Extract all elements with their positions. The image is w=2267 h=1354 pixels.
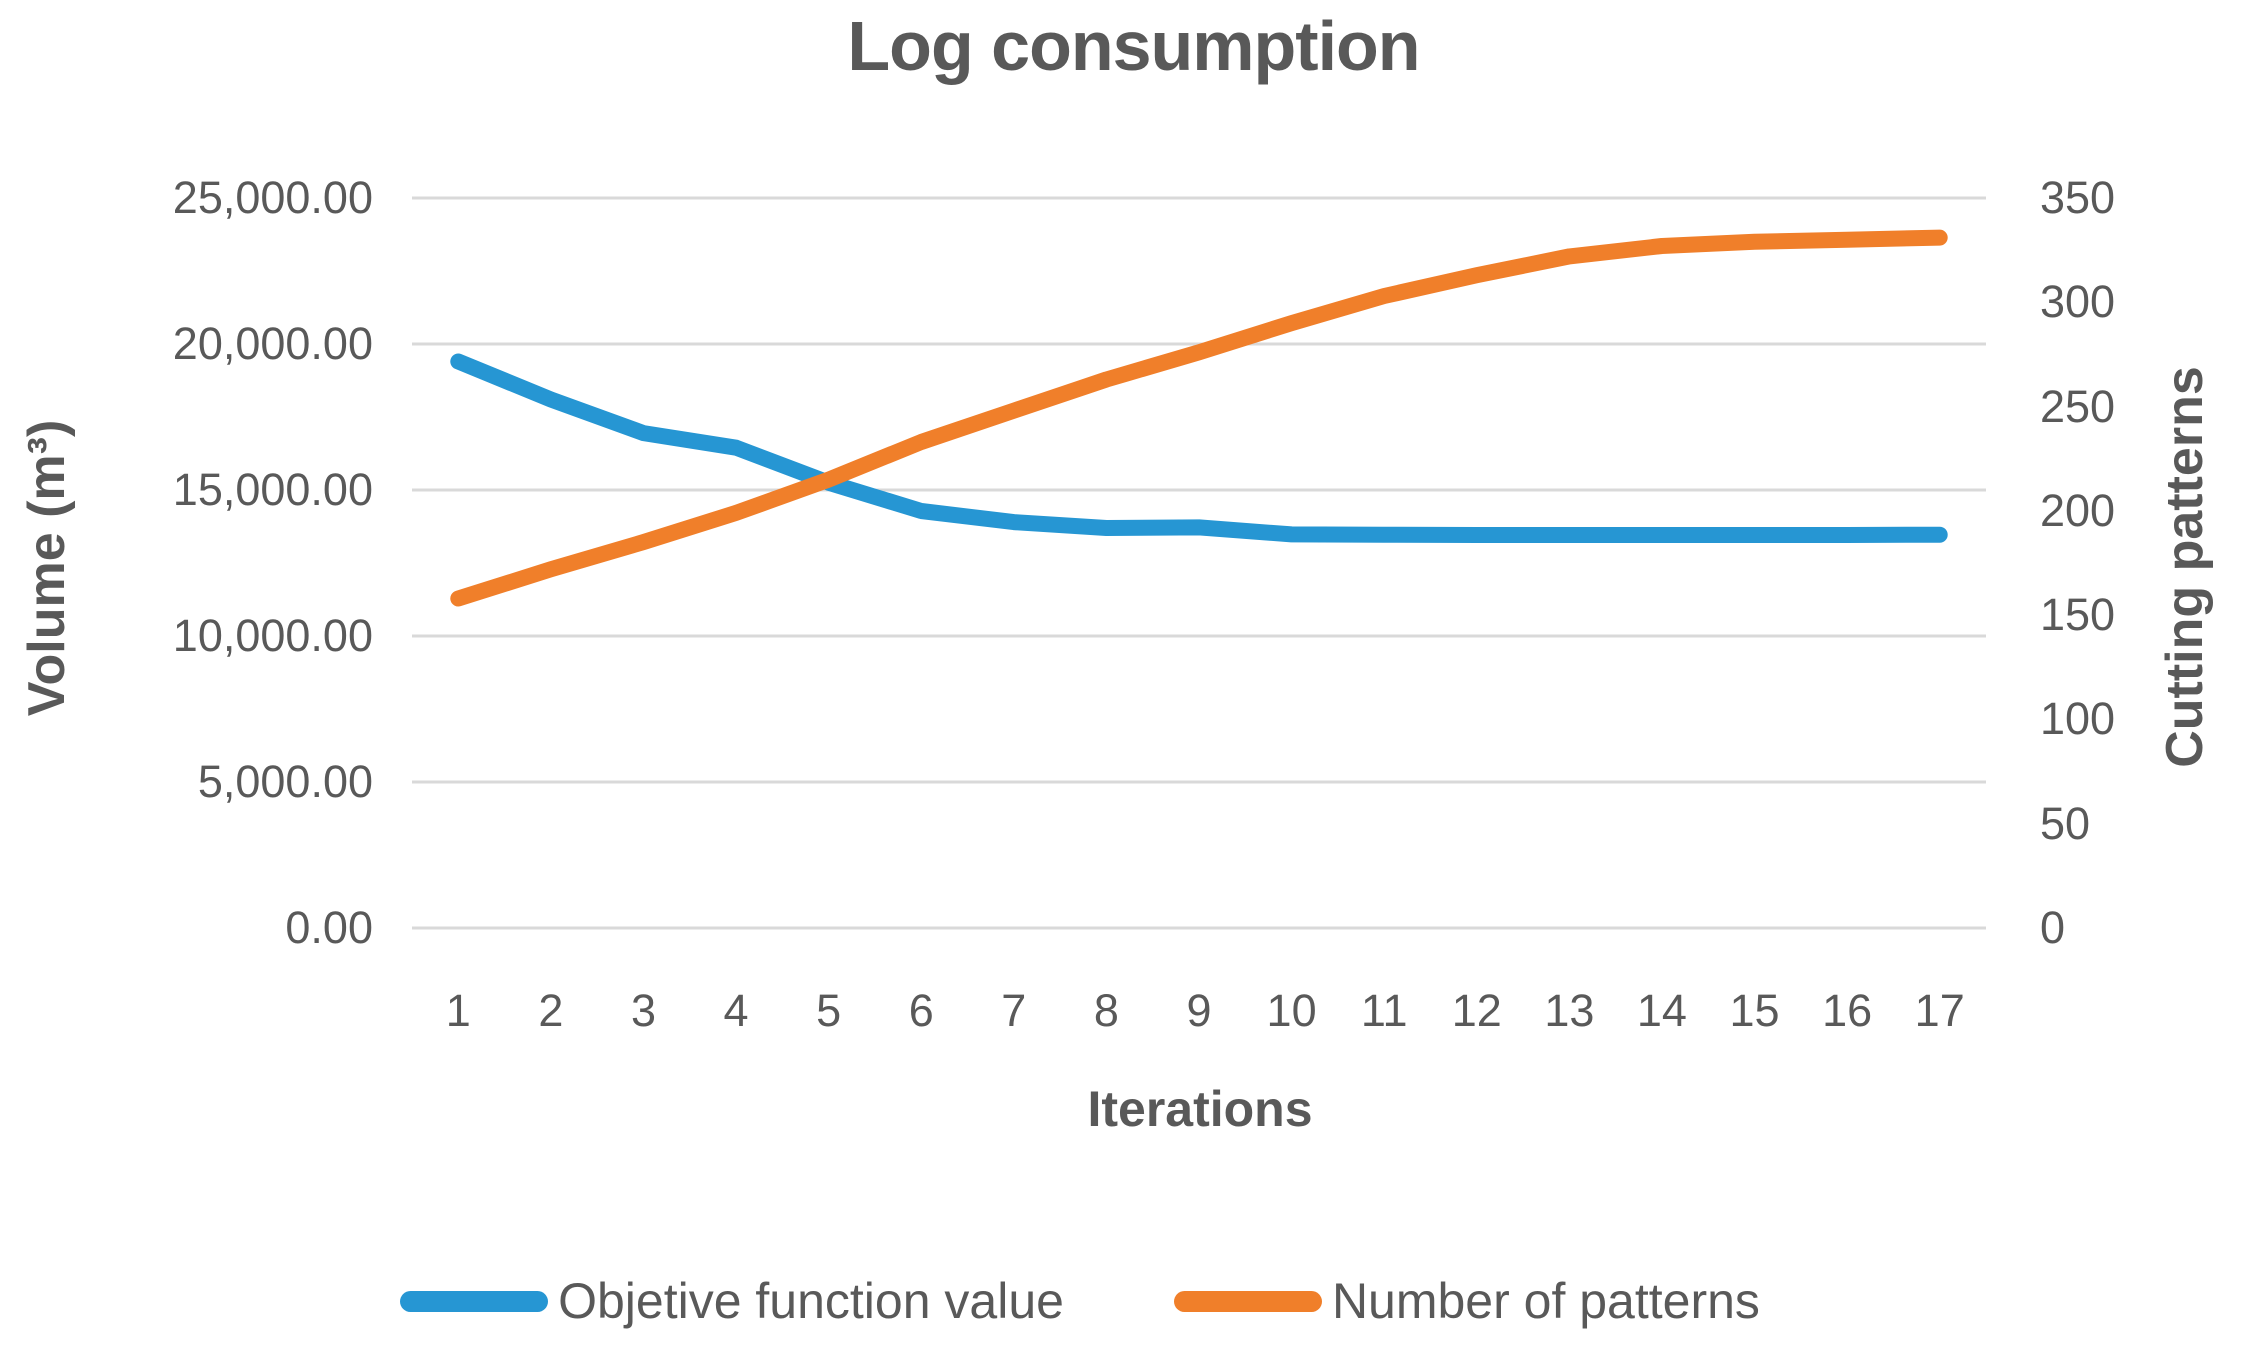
- x-axis-tick-label: 16: [1822, 985, 1873, 1036]
- x-axis-tick-label: 17: [1914, 985, 1965, 1036]
- legend-item: Number of patterns: [1173, 1272, 1760, 1330]
- x-axis-tick-label: 11: [1360, 985, 1408, 1036]
- left-axis-tick-label: 15,000.00: [172, 464, 373, 515]
- left-axis-tick-label: 0.00: [285, 902, 373, 953]
- legend-label: Number of patterns: [1331, 1273, 1760, 1329]
- x-axis-title: Iterations: [1087, 1081, 1313, 1137]
- right-axis-title: Cutting patterns: [2156, 366, 2214, 768]
- legend-item: Objetive function value: [400, 1272, 1064, 1330]
- left-axis-tick-label: 25,000.00: [172, 172, 373, 223]
- right-axis-tick-label: 100: [2040, 693, 2116, 745]
- right-axis-tick-label: 200: [2040, 484, 2116, 536]
- series-line-swatch-icon: [1173, 1290, 1322, 1312]
- x-axis-tick-label: 14: [1636, 985, 1687, 1036]
- x-axis-tick-label: 8: [1093, 985, 1119, 1036]
- chart-title: Log consumption: [847, 7, 1420, 85]
- x-axis-tick-label: 7: [1001, 985, 1027, 1036]
- left-axis-tick-label: 5,000.00: [197, 756, 373, 807]
- series-line-1: [450, 229, 1948, 607]
- x-axis-tick-label: 5: [816, 985, 842, 1036]
- x-axis-tick-label: 13: [1544, 985, 1595, 1036]
- left-axis-tick-label: 20,000.00: [172, 318, 373, 369]
- series-line-0: [450, 353, 1948, 543]
- right-axis-tick-label: 300: [2040, 276, 2116, 328]
- legend-label: Objetive function value: [558, 1273, 1064, 1329]
- x-axis-tick-label: 15: [1729, 985, 1780, 1036]
- left-axis-title: Volume (m³): [18, 419, 76, 717]
- right-axis-tick-label: 50: [2040, 797, 2091, 849]
- series-line-swatch-icon: [400, 1290, 549, 1312]
- x-axis-tick-label: 6: [908, 985, 934, 1036]
- x-axis-tick-label: 3: [630, 985, 656, 1036]
- left-axis-tick-label: 10,000.00: [172, 610, 373, 661]
- x-axis-tick-label: 1: [445, 985, 471, 1036]
- right-axis-tick-label: 250: [2040, 380, 2116, 432]
- x-axis-tick-label: 9: [1186, 985, 1212, 1036]
- x-axis-tick-label: 10: [1266, 985, 1317, 1036]
- right-axis-tick-label: 350: [2040, 172, 2116, 223]
- x-axis-tick-label: 4: [723, 985, 749, 1036]
- right-axis-tick-label: 0: [2040, 902, 2066, 953]
- x-axis-tick-label: 2: [538, 985, 564, 1036]
- legend: Objetive function value Number of patter…: [0, 1272, 2160, 1330]
- right-axis-tick-label: 150: [2040, 589, 2116, 641]
- x-axis-tick-label: 12: [1451, 985, 1502, 1036]
